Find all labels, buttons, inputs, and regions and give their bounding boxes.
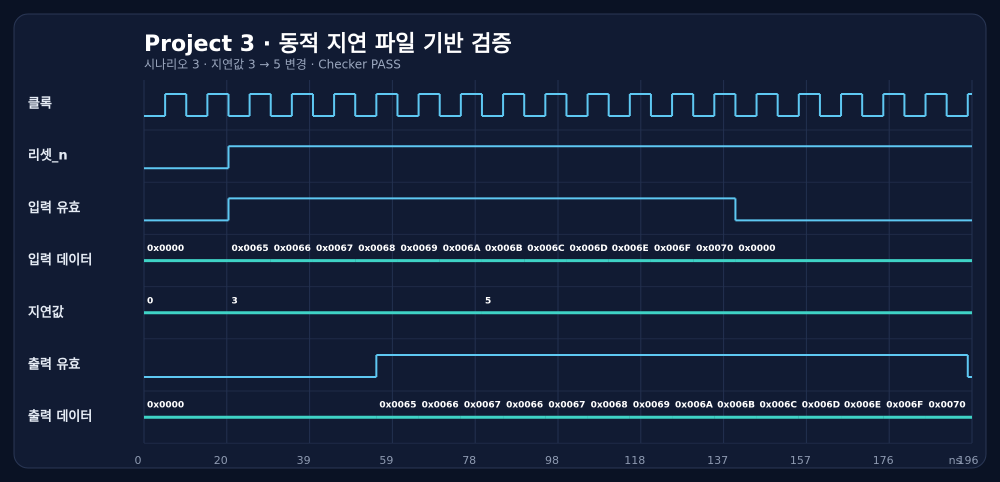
bus-value-label: 0x0066 <box>506 401 543 411</box>
bus-value-label: 0x0065 <box>379 401 416 411</box>
signal-name: 입력 데이터 <box>28 252 92 268</box>
bus-value-label: 0x0065 <box>231 244 268 254</box>
signal-name: 리셋_n <box>28 148 68 164</box>
signal-name: 클록 <box>28 97 52 112</box>
bus-value-label: 0x0068 <box>358 244 395 254</box>
bus-value-label: 0x006F <box>654 244 691 254</box>
bus-value-label: 0x0068 <box>591 401 628 411</box>
bus-value-label: 0x006E <box>844 401 881 411</box>
x-tick-label: 0 <box>135 454 142 467</box>
chart-subtitle: 시나리오 3 · 지연값 3 → 5 변경 · Checker PASS <box>144 58 401 72</box>
bus-value-label: 0x006B <box>717 401 755 411</box>
x-tick-label: 137 <box>707 454 728 467</box>
x-tick-label: 39 <box>297 454 311 467</box>
signal-name: 입력 유효 <box>28 201 80 216</box>
bus-value-label: 0x0000 <box>147 244 184 254</box>
chart-title: Project 3 · 동적 지연 파일 기반 검증 <box>144 32 512 57</box>
bus-value-label: 0x006E <box>612 244 649 254</box>
bus-value-label: 0x0069 <box>400 244 437 254</box>
bus-value-label: 0x0067 <box>548 401 585 411</box>
bus-value-label: 5 <box>485 296 491 306</box>
bus-value-label: 0x006C <box>527 244 565 254</box>
bus-value-label: 0x0070 <box>929 401 966 411</box>
x-tick-label: 59 <box>379 454 393 467</box>
bus-value-label: 0x006C <box>760 401 798 411</box>
bus-value-label: 0 <box>147 296 153 306</box>
x-tick-label: 176 <box>873 454 894 467</box>
bus-value-label: 3 <box>231 296 237 306</box>
bus-value-label: 0x0069 <box>633 401 670 411</box>
x-tick-label: 196 <box>958 454 979 467</box>
x-tick-label: 98 <box>545 454 559 467</box>
x-axis-label: ns <box>949 454 962 467</box>
x-tick-label: 118 <box>624 454 645 467</box>
bus-value-label: 0x0067 <box>464 401 501 411</box>
bus-value-label: 0x0066 <box>274 244 311 254</box>
bus-value-label: 0x006A <box>443 244 481 254</box>
bus-value-label: 0x006D <box>569 244 607 254</box>
bus-value-label: 0x0000 <box>738 244 775 254</box>
signal-name: 출력 유효 <box>28 357 80 373</box>
bus-value-label: 0x006A <box>675 401 713 411</box>
bus-value-label: 0x0067 <box>316 244 353 254</box>
bus-value-label: 0x006B <box>485 244 523 254</box>
bus-value-label: 0x0066 <box>422 401 459 411</box>
bus-value-label: 0x0000 <box>147 401 184 411</box>
signal-name: 출력 데이터 <box>28 409 92 425</box>
bus-value-label: 0x006F <box>886 401 923 411</box>
bus-value-label: 0x006D <box>802 401 840 411</box>
x-tick-label: 20 <box>214 454 228 467</box>
x-tick-label: 157 <box>790 454 811 467</box>
signal-name: 지연값 <box>28 304 64 320</box>
x-tick-label: 78 <box>462 454 476 467</box>
bus-value-label: 0x0070 <box>696 244 733 254</box>
